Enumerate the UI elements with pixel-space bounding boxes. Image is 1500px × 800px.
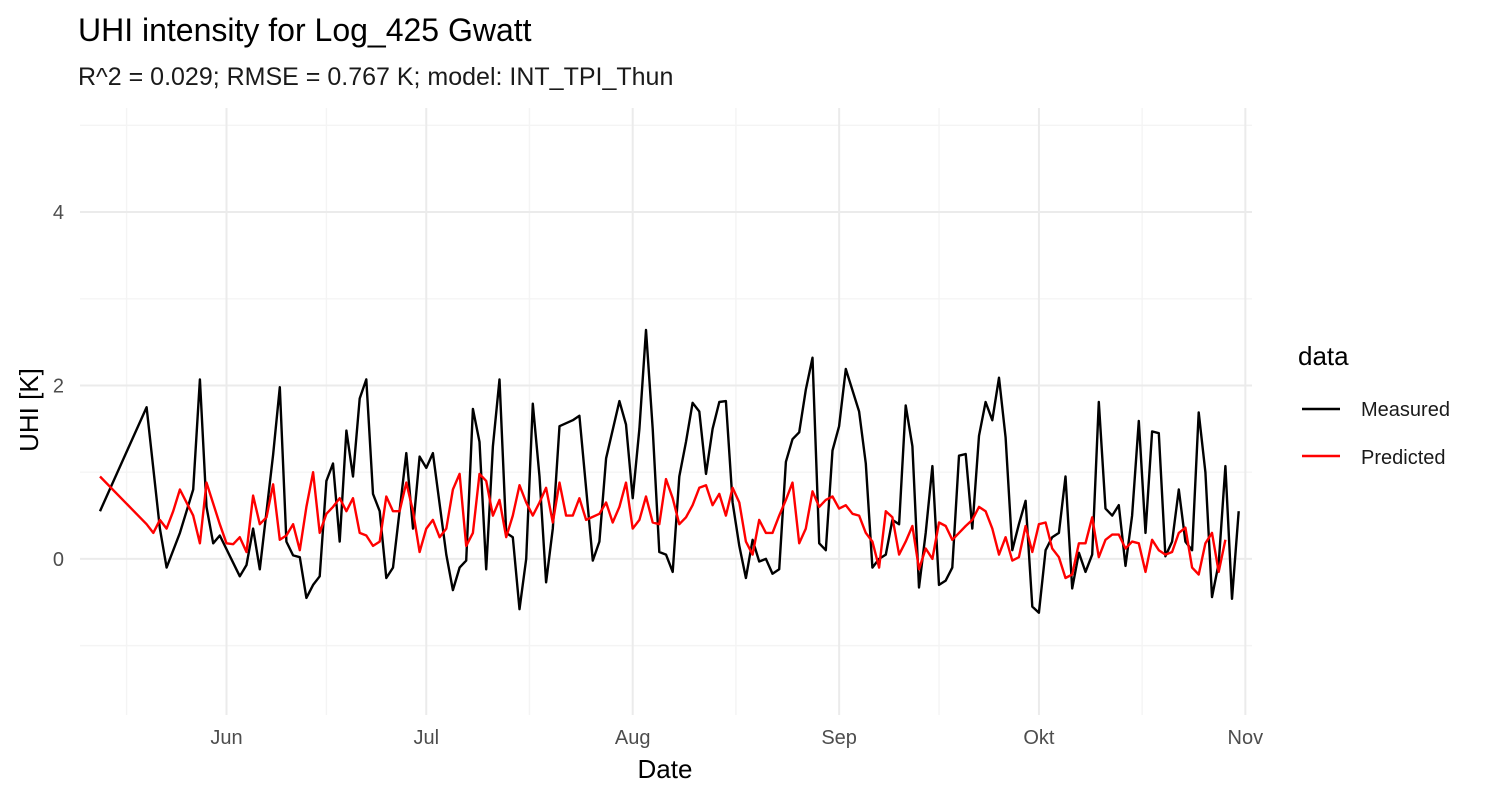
y-tick-label: 4: [53, 202, 64, 224]
grid-lines: [80, 108, 1252, 715]
x-tick-label: Sep: [821, 727, 857, 749]
plot-area: [80, 108, 1252, 715]
chart-subtitle: R^2 = 0.029; RMSE = 0.767 K; model: INT_…: [78, 63, 673, 91]
chart-title: UHI intensity for Log_425 Gwatt: [78, 12, 532, 48]
y-tick-label: 0: [53, 549, 64, 571]
series-lines: [98, 328, 1240, 614]
legend-label-measured: Measured: [1361, 399, 1450, 421]
x-tick-label: Jun: [210, 727, 242, 749]
x-axis-tick-labels: Jun Jul Aug Sep Okt Nov: [210, 727, 1263, 749]
y-axis-tick-labels: 0 2 4: [53, 202, 64, 571]
series-line-predicted: [99, 471, 1227, 580]
series-line-measured: [98, 328, 1240, 614]
legend-label-predicted: Predicted: [1361, 447, 1446, 469]
legend-title: data: [1298, 341, 1349, 371]
y-axis-title: UHI [K]: [14, 368, 44, 452]
x-tick-label: Aug: [615, 727, 651, 749]
x-tick-label: Okt: [1023, 727, 1055, 749]
legend: data Measured Predicted: [1298, 341, 1450, 469]
x-tick-label: Nov: [1228, 727, 1264, 749]
x-axis-title: Date: [638, 754, 693, 784]
x-tick-label: Jul: [413, 727, 439, 749]
y-tick-label: 2: [53, 375, 64, 397]
